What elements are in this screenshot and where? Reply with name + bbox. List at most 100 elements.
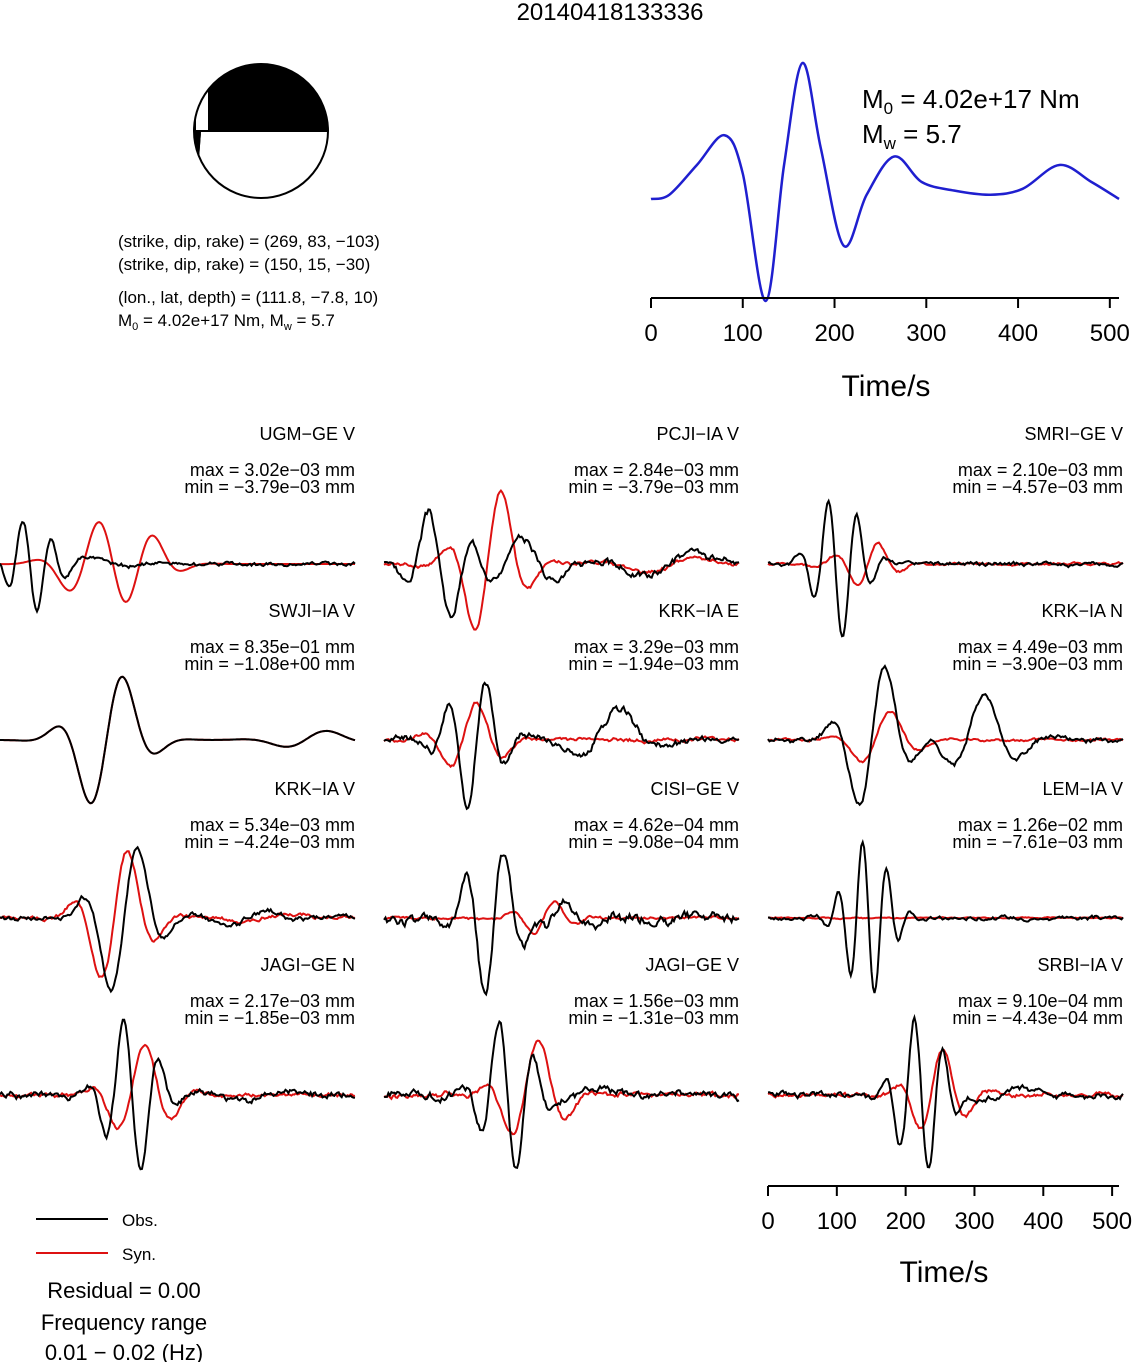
beachball-outline [193, 63, 329, 199]
nodal-plane-1: (strike, dip, rake) = (269, 83, −103) [118, 232, 380, 251]
waveform-time-axis: 0 100 200 300 400 500 [761, 1185, 1132, 1235]
residual-label: Residual = 0.00 [47, 1278, 201, 1303]
amplitude-min-label: min = −1.94e−03 mm [568, 654, 739, 674]
synthetic-trace [0, 1043, 356, 1131]
stf-curve [650, 61, 1120, 303]
observed-trace [0, 845, 356, 994]
observed-trace [767, 1013, 1124, 1169]
station-label: JAGI−GE V [645, 955, 739, 975]
nodal-plane-2: (strike, dip, rake) = (150, 15, −30) [118, 255, 370, 274]
stf-time-axis: 0 100 200 300 400 500 [644, 297, 1130, 347]
amplitude-min-label: min = −1.85e−03 mm [184, 1008, 355, 1028]
waveform-axis-tick-label: 300 [954, 1208, 994, 1235]
waveform-axis-tick-label: 100 [817, 1208, 857, 1235]
legend-obs-label: Obs. [122, 1211, 158, 1230]
stf-moment-label: M0 = 4.02e+17 Nm [862, 84, 1080, 118]
amplitude-max-label: max = 4.49e−03 mm [958, 637, 1123, 657]
stf-panel: M0 = 4.02e+17 Nm Mw = 5.7 0 100 200 300 400 5… [644, 61, 1130, 403]
station-label: SRBI−IA V [1037, 955, 1123, 975]
waveform-axis-title: Time/s [900, 1256, 989, 1289]
frequency-range: 0.01 − 0.02 (Hz) [45, 1340, 203, 1362]
observed-trace [383, 854, 740, 997]
synthetic-trace [0, 521, 355, 603]
amplitude-max-label: max = 2.17e−03 mm [190, 991, 355, 1011]
synthetic-trace [0, 850, 356, 978]
observed-trace [0, 1018, 356, 1171]
stf-axis-title: Time/s [842, 370, 931, 403]
amplitude-min-label: min = −3.79e−03 mm [568, 477, 739, 497]
focal-mechanism-beachball [193, 63, 329, 199]
station-label: PCJI−IA V [656, 424, 739, 444]
figure-title: 20140418133336 [517, 0, 704, 26]
synthetic-trace [383, 1039, 740, 1136]
synthetic-trace [383, 701, 740, 769]
amplitude-max-label: max = 1.26e−02 mm [958, 815, 1123, 835]
amplitude-max-label: max = 3.02e−03 mm [190, 460, 355, 480]
synthetic-trace [767, 710, 1124, 764]
moment-info: M0 = 4.02e+17 Nm, Mw = 5.7 [118, 311, 335, 333]
amplitude-min-label: min = −3.79e−03 mm [184, 477, 355, 497]
amplitude-min-label: min = −1.08e+00 mm [184, 654, 355, 674]
mechanism-info: (strike, dip, rake) = (269, 83, −103) (s… [118, 232, 380, 333]
amplitude-max-label: max = 1.56e−03 mm [574, 991, 739, 1011]
amplitude-min-label: min = −4.43e−04 mm [952, 1008, 1123, 1028]
observed-trace [0, 520, 356, 614]
amplitude-min-label: min = −1.31e−03 mm [568, 1008, 739, 1028]
amplitude-max-label: max = 2.10e−03 mm [958, 460, 1123, 480]
waveform-axis-tick-label: 0 [761, 1208, 774, 1235]
legend-syn-label: Syn. [122, 1245, 156, 1264]
waveform-axis-tick-label: 500 [1092, 1208, 1132, 1235]
amplitude-min-label: min = −4.57e−03 mm [952, 477, 1123, 497]
stf-axis-tick-label: 200 [815, 320, 855, 347]
amplitude-max-label: max = 2.84e−03 mm [574, 460, 739, 480]
amplitude-max-label: max = 5.34e−03 mm [190, 815, 355, 835]
waveform-axis-tick-label: 200 [886, 1208, 926, 1235]
station-label: KRK−IA V [274, 779, 355, 799]
frequency-title: Frequency range [41, 1310, 207, 1335]
stf-mw-label: Mw = 5.7 [862, 119, 962, 153]
compressional-quadrant [194, 64, 328, 198]
observed-trace [767, 664, 1124, 807]
waveform-axis-tick-label: 400 [1023, 1208, 1063, 1235]
station-label: UGM−GE V [259, 424, 355, 444]
amplitude-min-label: min = −3.90e−03 mm [952, 654, 1123, 674]
observed-trace [383, 1019, 740, 1169]
legend: Obs. Syn. Residual = 0.00 Frequency rang… [36, 1211, 207, 1362]
station-label: KRK−IA N [1041, 601, 1123, 621]
amplitude-max-label: max = 4.62e−04 mm [574, 815, 739, 835]
amplitude-max-label: max = 8.35e−01 mm [190, 637, 355, 657]
hypocenter: (lon., lat, depth) = (111.8, −7.8, 10) [118, 288, 378, 307]
station-label: LEM−IA V [1042, 779, 1123, 799]
station-label: SMRI−GE V [1024, 424, 1123, 444]
observed-trace [767, 838, 1124, 994]
synthetic-trace [383, 489, 740, 631]
amplitude-min-label: min = −7.61e−03 mm [952, 832, 1123, 852]
observed-trace [383, 681, 740, 811]
station-label: CISI−GE V [650, 779, 739, 799]
stf-axis-tick-label: 100 [723, 320, 763, 347]
stf-axis-tick-label: 300 [906, 320, 946, 347]
observed-trace [383, 508, 740, 619]
amplitude-min-label: min = −9.08e−04 mm [568, 832, 739, 852]
amplitude-max-label: max = 3.29e−03 mm [574, 637, 739, 657]
stf-axis-tick-label: 400 [998, 320, 1038, 347]
observed-trace [767, 498, 1124, 638]
stf-axis-tick-label: 500 [1090, 320, 1130, 347]
station-label: KRK−IA E [658, 601, 739, 621]
observed-trace [0, 675, 356, 805]
amplitude-min-label: min = −4.24e−03 mm [184, 832, 355, 852]
amplitude-max-label: max = 9.10e−04 mm [958, 991, 1123, 1011]
